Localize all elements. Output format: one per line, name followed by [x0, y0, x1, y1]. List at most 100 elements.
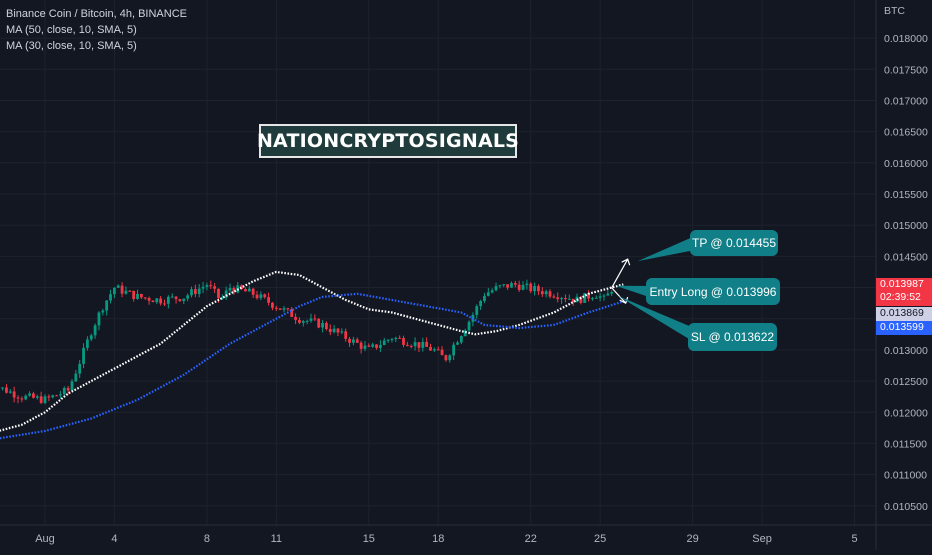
candle-body: [286, 308, 289, 309]
candle-body: [175, 297, 178, 300]
candle-body: [437, 349, 440, 350]
candle-body: [410, 346, 413, 347]
candle-body: [63, 388, 66, 394]
candle-body: [367, 346, 370, 347]
candle-body: [13, 391, 16, 397]
candle-body: [28, 393, 31, 395]
candle-body: [402, 338, 405, 345]
indicator-ma-50[interactable]: MA (50, close, 10, SMA, 5): [6, 22, 187, 38]
candle-body: [167, 297, 170, 304]
candle-body: [17, 397, 20, 398]
y-tick-label: 0.014500: [884, 251, 928, 263]
x-tick-label: 4: [111, 533, 117, 545]
x-tick-label: 18: [432, 533, 444, 545]
candle-body: [468, 322, 471, 331]
candle-body: [406, 345, 409, 346]
candle-body: [109, 294, 112, 300]
candle-body: [20, 398, 23, 399]
candle-body: [317, 319, 320, 328]
y-tick-label: 0.011000: [884, 470, 927, 482]
candle-body: [383, 341, 386, 345]
y-tick-label: 0.012000: [884, 407, 928, 419]
callout-tp-pointer: [638, 236, 695, 261]
candle-body: [198, 289, 201, 294]
candle-body: [344, 331, 347, 339]
candle-body: [279, 308, 282, 309]
candle-body: [244, 289, 247, 291]
candle-body: [159, 298, 162, 303]
candle-body: [40, 396, 43, 403]
candle-body: [371, 344, 374, 346]
candle-body: [74, 374, 77, 382]
candle-body: [483, 296, 486, 301]
candle-body: [460, 336, 463, 342]
tp-arrow-line: [612, 259, 628, 288]
candle-body: [71, 381, 74, 390]
candle-body: [36, 396, 39, 397]
candle-body: [321, 323, 324, 328]
y-tick-label: 0.011500: [884, 438, 927, 450]
candle-body: [32, 393, 35, 397]
candle-body: [429, 347, 432, 351]
candle-body: [259, 294, 262, 298]
candle-body: [186, 295, 189, 298]
candle-body: [275, 308, 278, 309]
candle-body: [171, 297, 174, 298]
y-tick-label: 0.010500: [884, 501, 928, 513]
candle-body: [9, 391, 12, 392]
candle-body: [533, 286, 536, 291]
last-price-tag: 0.013987 02:39:52: [876, 278, 932, 306]
candle-body: [140, 294, 143, 297]
candle-body: [152, 301, 155, 302]
candle-body: [387, 340, 390, 341]
candle-body: [398, 338, 401, 339]
ma-50-price-tag: 0.013869: [876, 307, 932, 321]
candle-body: [491, 290, 494, 292]
candle-body: [560, 298, 563, 299]
candle-body: [337, 329, 340, 333]
candle-body: [263, 294, 266, 297]
candle-body: [610, 292, 613, 294]
candle-body: [537, 286, 540, 291]
candle-body: [163, 303, 166, 304]
candle-body: [394, 338, 397, 339]
x-tick-label: 5: [851, 533, 857, 545]
candle-body: [418, 342, 421, 348]
candle-body: [194, 289, 197, 294]
candle-body: [55, 395, 58, 396]
price-axis-currency: BTC: [884, 5, 905, 17]
candle-body: [340, 331, 343, 332]
candle-body: [59, 394, 62, 395]
candle-body: [452, 345, 455, 356]
y-tick-label: 0.015500: [884, 189, 928, 201]
candle-body: [606, 294, 609, 296]
x-tick-label: 8: [204, 533, 210, 545]
candle-body: [128, 291, 131, 292]
ma-30-line: [0, 294, 628, 441]
x-tick-label: 11: [271, 533, 282, 545]
symbol-title[interactable]: Binance Coin / Bitcoin, 4h, BINANCE: [6, 6, 187, 22]
candle-body: [117, 286, 120, 288]
candle-body: [86, 339, 89, 347]
candle-body: [51, 395, 54, 397]
y-tick-label: 0.013000: [884, 345, 928, 357]
candle-body: [298, 320, 301, 323]
candle-body: [125, 291, 128, 294]
candle-body: [425, 342, 428, 347]
candle-body: [568, 299, 571, 300]
candle-body: [179, 299, 182, 301]
candle-body: [556, 297, 559, 299]
x-tick-label: 29: [687, 533, 699, 545]
y-tick-label: 0.017000: [884, 95, 928, 107]
candle-body: [549, 291, 552, 296]
candle-body: [591, 298, 594, 299]
candle-body: [325, 323, 328, 329]
candle-body: [487, 292, 490, 296]
indicator-ma-30[interactable]: MA (30, close, 10, SMA, 5): [6, 38, 187, 54]
candle-body: [213, 286, 216, 289]
candle-body: [155, 298, 158, 302]
candle-body: [209, 285, 212, 286]
candle-body: [456, 342, 459, 344]
